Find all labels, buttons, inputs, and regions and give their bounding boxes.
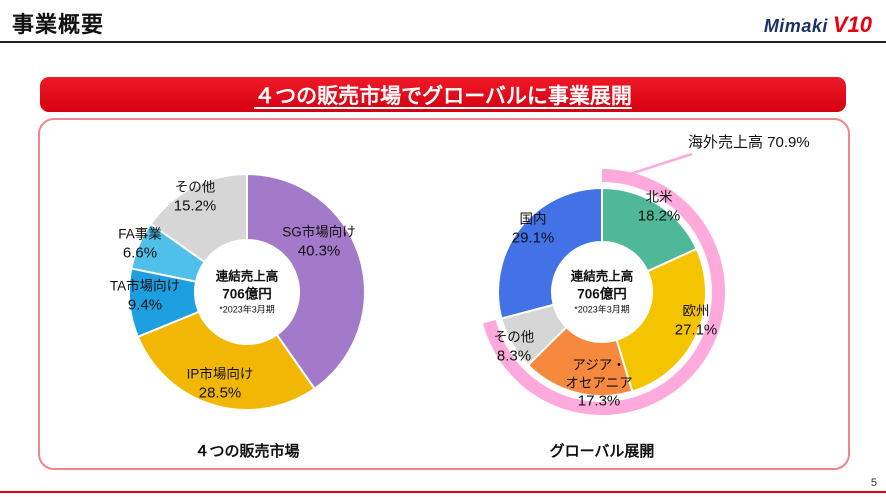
donut-segment-global-4 bbox=[497, 186, 603, 320]
segment-label: 欧州 27.1% bbox=[674, 303, 718, 339]
mimaki-logo: Mimaki V10 bbox=[764, 12, 872, 38]
header-divider bbox=[0, 41, 886, 43]
segment-label: SG市場向け 40.3% bbox=[282, 224, 356, 260]
overseas-sales-label: 海外売上高 70.9% bbox=[688, 134, 810, 151]
left-chart-caption: ４つの販売市場 bbox=[194, 443, 300, 460]
donut-segment-market-0 bbox=[246, 172, 366, 391]
segment-label: その他 8.3% bbox=[493, 329, 535, 365]
bottom-divider bbox=[0, 491, 886, 493]
segment-label: 国内 29.1% bbox=[511, 211, 555, 247]
right-chart-caption: グローバル展開 bbox=[549, 443, 655, 460]
overseas-callout-line bbox=[629, 152, 693, 176]
donut-center-label: 連結売上高 706億円 *2023年3月期 bbox=[570, 269, 634, 315]
donut-segment-market-4 bbox=[149, 172, 248, 264]
segment-label: アジア・ オセアニア 17.3% bbox=[565, 357, 633, 410]
headline-text: ４つの販売市場でグローバルに事業展開 bbox=[254, 84, 632, 108]
donut-segment-global-1 bbox=[615, 247, 707, 393]
segment-label: 北米 18.2% bbox=[637, 189, 681, 225]
donut-charts-canvas bbox=[128, 152, 726, 415]
headline-banner: ４つの販売市場でグローバルに事業展開 bbox=[40, 77, 846, 112]
segment-label: FA事業 6.6% bbox=[118, 226, 162, 262]
segment-label: その他 15.2% bbox=[173, 179, 217, 215]
segment-label: IP市場向け 28.5% bbox=[186, 366, 254, 402]
logo-brand-text: Mimaki bbox=[763, 16, 828, 36]
page-number: 5 bbox=[870, 477, 877, 489]
segment-label: TA市場向け 9.4% bbox=[109, 278, 181, 314]
donut-segment-market-1 bbox=[136, 310, 316, 411]
logo-version-text: V10 bbox=[832, 12, 872, 37]
page-title: 事業概要 bbox=[12, 12, 105, 37]
chart-labels-layer: SG市場向け 40.3% IP市場向け 28.5% TA市場向け 9.4% FA事業 6.6%… bbox=[40, 120, 844, 464]
chart-card: SG市場向け 40.3% IP市場向け 28.5% TA市場向け 9.4% FA事業 6.6%… bbox=[38, 118, 850, 470]
donut-center-label: 連結売上高 706億円 *2023年3月期 bbox=[215, 269, 279, 315]
